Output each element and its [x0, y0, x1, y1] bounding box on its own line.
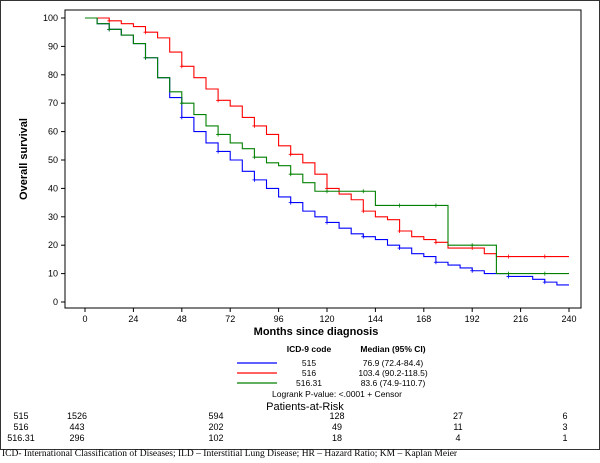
censor-mark [397, 203, 402, 208]
y-tick-label: 50 [48, 155, 58, 165]
at-risk-value: 6 [562, 411, 567, 421]
censor-mark [470, 243, 475, 248]
legend-code-516: 516 [302, 368, 316, 378]
at-risk-value: 3 [562, 422, 567, 432]
censor-mark [506, 271, 511, 276]
at-risk-value: 27 [453, 411, 463, 421]
at-risk-value: 18 [332, 433, 342, 443]
figure-caption: ICD- International Classification of Dis… [2, 449, 458, 459]
at-risk-value: 202 [208, 422, 223, 432]
plot-frame [64, 9, 582, 309]
km-curve-516-31 [85, 17, 569, 275]
y-tick-label: 60 [48, 127, 58, 137]
x-tick-label: 96 [274, 314, 284, 324]
at-risk-value: 49 [332, 422, 342, 432]
legend-header-median: Median (95% CI) [360, 344, 425, 354]
censor-mark [288, 172, 293, 177]
censor-mark [433, 240, 438, 245]
censor-mark [361, 234, 366, 239]
y-tick-label: 0 [53, 297, 58, 307]
at-risk-value: 11 [453, 422, 462, 432]
at-risk-value: 128 [329, 411, 344, 421]
x-tick-label: 216 [513, 314, 528, 324]
censor-mark [216, 149, 221, 154]
y-tick-label: 10 [48, 269, 58, 279]
x-tick-label: 24 [128, 314, 138, 324]
censor-mark [542, 271, 547, 276]
censor-mark [216, 132, 221, 137]
censor-mark [470, 268, 475, 273]
km-curve-516 [85, 17, 569, 258]
censor-mark [252, 177, 257, 182]
legend-median-516-31: 83.6 (74.9-110.7) [361, 378, 426, 388]
at-risk-label-516-31: 516.31 [7, 433, 35, 443]
censor-mark [179, 64, 184, 69]
at-risk-title: Patients-at-Risk [266, 401, 344, 413]
at-risk-value: 443 [69, 422, 84, 432]
at-risk-value: 4 [455, 433, 460, 443]
censor-mark [325, 220, 329, 225]
y-tick-label: 100 [43, 13, 58, 23]
legend-code-516-31: 516.31 [296, 378, 322, 388]
x-axis-label: Months since diagnosis [254, 326, 379, 338]
censor-mark [361, 209, 366, 214]
y-tick-label: 20 [48, 240, 58, 250]
x-tick-label: 48 [177, 314, 187, 324]
x-tick-label: 0 [82, 314, 87, 324]
at-risk-value: 1 [562, 433, 567, 443]
censor-mark [433, 260, 438, 265]
legend-median-515: 76.9 (72.4-84.4) [363, 358, 424, 368]
x-tick-label: 192 [465, 314, 480, 324]
censor-mark [143, 30, 148, 35]
y-axis-label: Overall survival [18, 118, 30, 200]
at-risk-value: 594 [208, 411, 223, 421]
censor-mark [325, 189, 329, 194]
censor-mark [397, 246, 402, 251]
y-tick-label: 30 [48, 212, 58, 222]
censor-mark [433, 203, 438, 208]
censor-mark [216, 98, 221, 103]
censor-mark [107, 27, 112, 32]
legend-median-516: 103.4 (90.2-118.5) [358, 368, 427, 378]
at-risk-label-515: 515 [13, 411, 28, 421]
censor-mark [143, 55, 148, 60]
at-risk-value: 296 [69, 433, 84, 443]
at-risk-label-516: 516 [13, 422, 28, 432]
censor-mark [397, 229, 402, 233]
km-survival-figure: 0 10 20 30 40 50 60 70 80 90 100 0 24 48 72 96 120 144 168… [0, 0, 600, 450]
y-tick-label: 70 [48, 98, 58, 108]
censor-mark [361, 189, 366, 194]
x-tick-label: 240 [561, 314, 576, 324]
x-tick-label: 72 [225, 314, 235, 324]
y-tick-label: 80 [48, 70, 58, 80]
censor-mark [542, 280, 547, 285]
censor-mark [252, 155, 257, 160]
censor-mark [506, 254, 511, 259]
x-tick-label: 168 [416, 314, 431, 324]
censor-mark [179, 115, 184, 120]
x-tick-label: 120 [319, 314, 334, 324]
at-risk-value: 102 [208, 433, 223, 443]
y-tick-label: 90 [48, 41, 58, 51]
legend-footer: Logrank P-value: <.0001 + Censor [272, 389, 402, 399]
y-tick-label: 40 [48, 183, 58, 193]
legend-code-515: 515 [302, 358, 316, 368]
censor-mark [252, 123, 257, 128]
censor-mark [288, 200, 293, 205]
censor-mark [179, 101, 184, 106]
at-risk-value: 1526 [67, 411, 87, 421]
censor-mark [107, 18, 112, 23]
censor-mark [288, 152, 293, 157]
censor-mark [542, 254, 547, 259]
x-tick-label: 144 [368, 314, 383, 324]
legend-header-code: ICD-9 code [287, 344, 332, 354]
